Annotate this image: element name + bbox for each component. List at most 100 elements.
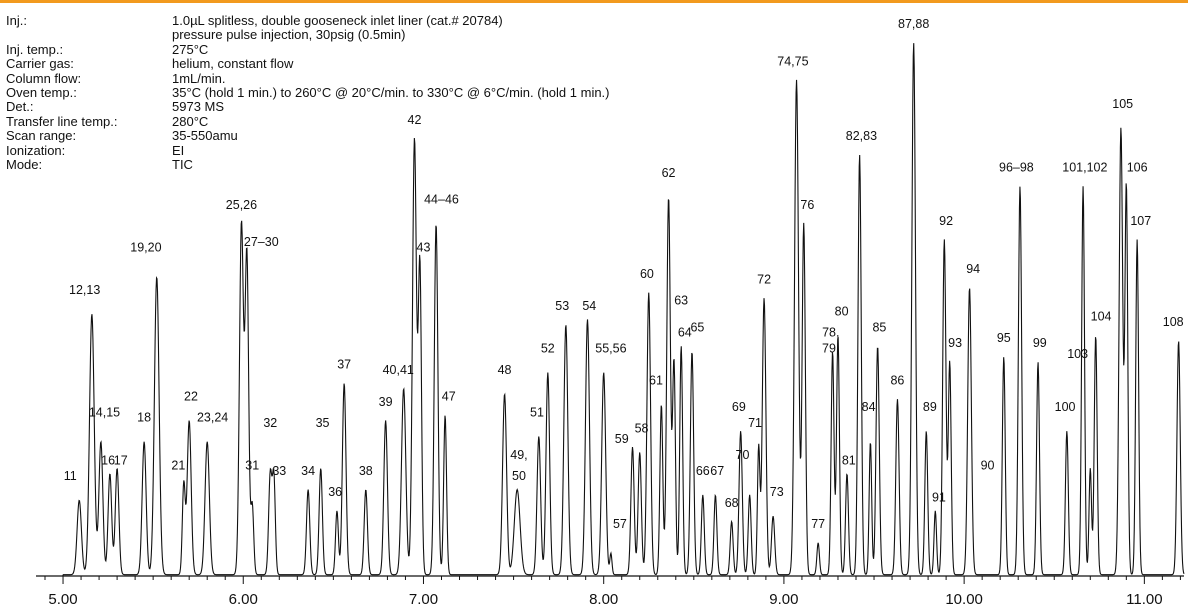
peak-label: 85 (872, 320, 886, 334)
peak-label: 65 (690, 320, 704, 334)
condition-value: 35-550amu (172, 128, 238, 144)
peak-label: 95 (997, 331, 1011, 345)
peak-label: 72 (757, 272, 771, 286)
peak-label: 99 (1033, 336, 1047, 350)
peak-label: 42 (408, 113, 422, 127)
peak-label: 67 (710, 464, 724, 478)
peak-label: 40,41 (383, 363, 414, 377)
peak-label: 34 (301, 464, 315, 478)
peak-label: 74,75 (777, 54, 808, 68)
x-tick-label: 9.00 (769, 591, 798, 608)
peak-label: 94 (966, 262, 980, 276)
peak-label: 23,24 (197, 411, 228, 425)
peak-label: 101,102 (1062, 161, 1107, 175)
condition-value: 275°C (172, 41, 209, 57)
condition-key: Oven temp.: (6, 84, 77, 100)
peak-label: 61 (649, 373, 663, 387)
peak-label: 11 (64, 469, 77, 483)
peak-label: 81 (842, 453, 856, 467)
x-tick-label: 11.00 (1126, 591, 1162, 608)
peak-label: 14,15 (89, 405, 120, 419)
peak-label: 53 (555, 299, 569, 313)
peak-label: 70 (736, 448, 750, 462)
chromatogram-trace (36, 43, 1185, 577)
peak-label: 35 (316, 416, 330, 430)
peak-label: 86 (890, 373, 904, 387)
peak-label: 17 (114, 453, 128, 467)
peak-label: 50 (512, 469, 526, 483)
peak-label: 77 (811, 517, 825, 531)
peak-label: 21 (171, 459, 185, 473)
peak-label: 93 (948, 336, 962, 350)
peak-label: 62 (662, 166, 676, 180)
peak-label: 51 (530, 405, 544, 419)
condition-key: Ionization: (6, 142, 66, 158)
peak-label: 37 (337, 358, 351, 372)
condition-value: EI (172, 142, 185, 158)
peak-label: 91 (932, 491, 946, 505)
peak-label: 107 (1130, 214, 1151, 228)
peak-label: 18 (137, 411, 151, 425)
peak-label: 47 (442, 389, 456, 403)
condition-value: 1.0µL splitless, double gooseneck inlet … (172, 13, 503, 28)
peak-label: 89 (923, 400, 937, 414)
peak-label: 87,88 (898, 17, 929, 31)
peak-label: 108 (1163, 315, 1184, 329)
accent-bar (0, 0, 1188, 3)
condition-key: Inj. temp.: (6, 41, 64, 57)
x-tick-label: 10.00 (945, 591, 983, 608)
peak-label: 19,20 (130, 240, 161, 254)
peak-label: 103 (1067, 347, 1088, 361)
peak-label: 59 (615, 432, 629, 446)
peak-label: 48 (498, 363, 512, 377)
condition-value: 1mL/min. (172, 70, 226, 86)
condition-key: Column flow: (6, 70, 82, 86)
condition-value: TIC (172, 156, 193, 172)
condition-value: pressure pulse injection, 30psig (0.5min… (172, 27, 406, 43)
peak-label: 92 (939, 214, 953, 228)
peak-label: 71 (748, 416, 762, 430)
condition-value: helium, constant flow (172, 56, 294, 72)
peak-label: 16 (101, 453, 115, 467)
peak-label: 68 (725, 496, 739, 510)
peak-label: 27–30 (244, 235, 279, 249)
peak-label: 12,13 (69, 283, 100, 297)
peak-label: 82,83 (846, 129, 877, 143)
condition-key: Carrier gas: (6, 56, 74, 72)
peak-label: 57 (613, 517, 627, 531)
condition-value: 280°C (172, 113, 209, 129)
peak-label: 32 (263, 416, 277, 430)
peak-label: 80 (835, 304, 849, 318)
peak-label: 78, (822, 326, 839, 340)
x-axis-ticks: 5.00 6.00 7.00 8.00 9.00 10.00 11.00 (44, 576, 1181, 608)
peak-label: 33 (272, 464, 286, 478)
peak-label: 96–98 (999, 161, 1034, 175)
condition-value: 5973 MS (172, 99, 225, 115)
peak-label: 31 (245, 459, 259, 473)
peak-label: 55,56 (595, 342, 626, 356)
peak-label: 76 (800, 198, 814, 212)
peak-label: 63 (674, 294, 688, 308)
peak-label: 25,26 (226, 198, 257, 212)
peak-label: 105 (1112, 97, 1133, 111)
condition-value: 35°C (hold 1 min.) to 260°C @ 20°C/min. … (172, 84, 610, 100)
condition-key: Det.: (6, 99, 34, 115)
x-tick-label: 6.00 (229, 591, 258, 608)
peak-label: 52 (541, 342, 555, 356)
condition-key: Inj.: (6, 13, 27, 28)
x-tick-label: 8.00 (589, 591, 618, 608)
peak-label: 36 (328, 485, 342, 499)
peak-label: 90 (981, 459, 995, 473)
peak-label: 66 (696, 464, 710, 478)
x-tick-label: 5.00 (48, 591, 77, 608)
condition-key: Scan range: (6, 128, 77, 144)
peak-label: 69 (732, 400, 746, 414)
peak-label: 100 (1055, 400, 1076, 414)
peak-label: 49, (510, 448, 527, 462)
peak-label: 104 (1091, 310, 1112, 324)
peak-label: 58 (635, 421, 649, 435)
condition-key: Mode: (6, 156, 43, 172)
x-tick-label: 7.00 (409, 591, 438, 608)
